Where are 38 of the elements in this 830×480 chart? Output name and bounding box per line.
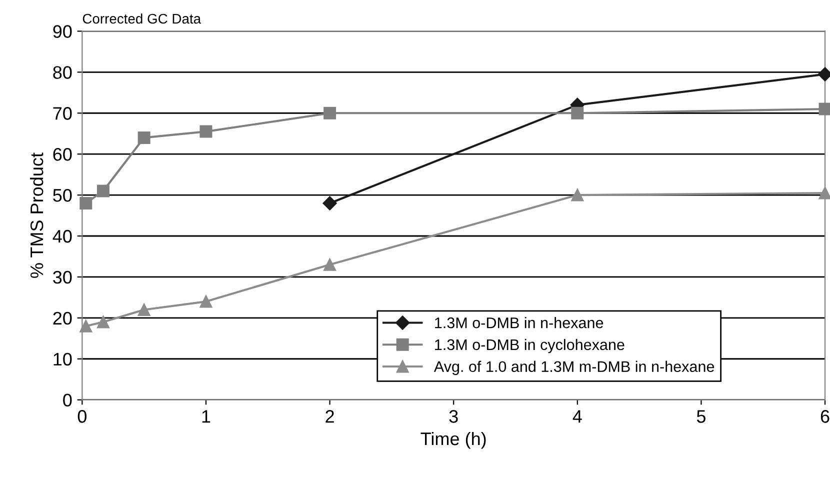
point	[138, 131, 150, 144]
point	[322, 196, 337, 210]
legend-label: 1.3M o-DMB in cyclohexane	[435, 338, 624, 354]
point	[96, 316, 110, 328]
point	[571, 106, 584, 120]
point	[138, 303, 150, 316]
point	[80, 320, 92, 332]
x-tick-label: 2	[326, 410, 334, 423]
y-axis-title: % TMS Product	[30, 152, 44, 278]
x-tick-label: 4	[572, 410, 582, 423]
x-tick-label: 1	[202, 410, 210, 423]
point	[571, 188, 584, 202]
x-tick-label: 5	[696, 410, 706, 423]
y-tick-label: 30	[53, 270, 72, 284]
point	[200, 125, 212, 138]
y-tick-label: 80	[53, 66, 72, 79]
point	[818, 102, 830, 116]
y-tick-label: 70	[53, 107, 72, 120]
x-tick-label: 3	[449, 410, 458, 423]
chart-title: Corrected GC Data	[82, 13, 202, 24]
point	[324, 106, 336, 120]
legend-label: Avg. of 1.0 and 1.3M m-DMB in n-hexane	[434, 360, 714, 376]
legend-label: 1.3M o-DMB in n-hexane	[435, 317, 604, 328]
point	[324, 258, 336, 271]
y-tick-label: 20	[53, 312, 72, 325]
y-tick-label: 50	[53, 188, 72, 202]
y-tick-label: 90	[53, 25, 72, 38]
point	[200, 295, 212, 308]
x-axis-title: Time (h)	[420, 432, 486, 449]
y-tick-label: 40	[52, 230, 72, 243]
y-tick-label: 60	[53, 148, 72, 161]
point	[80, 196, 92, 210]
y-tick-label: 0	[63, 394, 72, 407]
point	[818, 186, 830, 200]
x-tick-label: 6	[820, 410, 830, 423]
y-tick-label: 10	[54, 352, 72, 366]
x-tick-label: 0	[78, 410, 86, 423]
point	[96, 184, 110, 198]
